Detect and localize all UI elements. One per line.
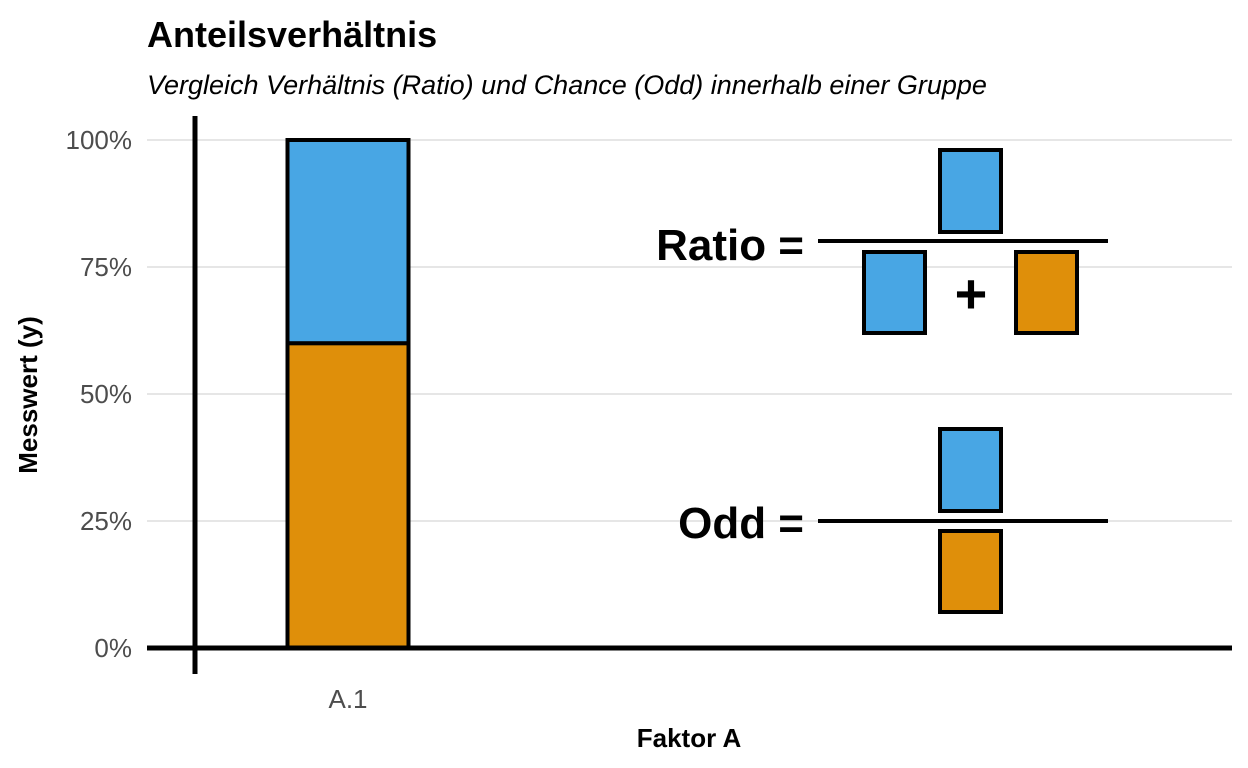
y-tick-labels: 0% 25% 50% 75% 100% [66, 125, 133, 663]
ratio-denominator-orange-box [1014, 250, 1079, 335]
y-tick-label: 0% [94, 633, 132, 663]
x-tick-labels: A.1 [328, 684, 367, 714]
y-tick-label: 25% [80, 506, 132, 536]
ratio-formula: Ratio = + [656, 148, 1108, 335]
y-tick-label: 75% [80, 252, 132, 282]
x-tick-label: A.1 [328, 684, 367, 714]
odd-label: Odd = [678, 499, 804, 548]
ratio-numerator-blue-box [938, 148, 1003, 234]
ratio-label: Ratio = [656, 221, 804, 270]
stacked-bars [285, 138, 411, 650]
chart-title: Anteilsverhältnis [147, 14, 437, 55]
y-axis-title: Messwert (y) [13, 316, 43, 474]
odd-formula: Odd = [678, 427, 1108, 614]
odd-denominator-orange-box [938, 529, 1003, 614]
bar-segment-orange [285, 341, 411, 650]
chart-subtitle: Vergleich Verhältnis (Ratio) und Chance … [147, 70, 987, 100]
odd-numerator-blue-box [938, 427, 1003, 513]
bar-segment-blue [285, 138, 411, 346]
x-axis-title: Faktor A [637, 723, 742, 753]
ratio-denominator-blue-box [862, 250, 927, 335]
y-tick-label: 100% [66, 125, 133, 155]
y-tick-label: 50% [80, 379, 132, 409]
plus-sign: + [955, 262, 988, 325]
